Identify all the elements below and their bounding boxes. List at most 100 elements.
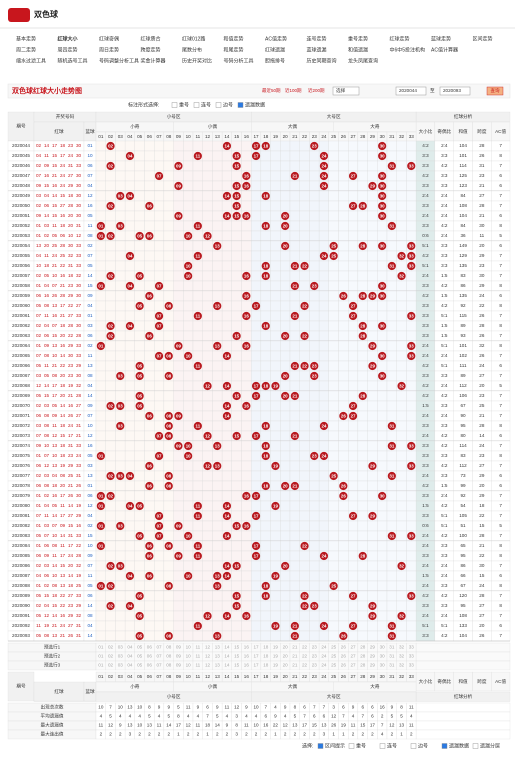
option-label[interactable]: 连号 <box>201 101 211 108</box>
grid-cell <box>377 260 388 272</box>
nav-link[interactable]: 历史开奖对比 <box>182 57 212 64</box>
nav-link[interactable]: 跨度走势 <box>141 46 161 53</box>
nav-link[interactable]: 周日走势 <box>99 46 119 53</box>
nav-link[interactable]: 红球奇偶 <box>99 35 119 42</box>
grid-cell <box>260 630 271 642</box>
option-label[interactable]: 连号 <box>387 742 397 749</box>
nav-link[interactable]: 连号走势 <box>307 35 327 42</box>
nav-link[interactable]: 和尾走势 <box>224 46 244 53</box>
option-label[interactable]: 遗漏数据 <box>449 742 469 749</box>
issue: 2020054 <box>12 243 30 248</box>
grid-cell <box>95 360 106 372</box>
nav-link[interactable]: AC值走势 <box>265 35 287 42</box>
range-link[interactable]: 近100期 <box>285 87 302 94</box>
grid-cell <box>348 440 359 452</box>
nav-link[interactable]: 随机选号工具 <box>58 57 88 64</box>
ball <box>329 241 338 251</box>
nav-link[interactable]: 基本走势 <box>16 35 36 42</box>
analysis-ac: 5 <box>499 523 502 528</box>
ball-label: 18 <box>263 593 268 598</box>
nav-link[interactable]: 号码调整分析工具 <box>99 57 139 64</box>
option-label[interactable]: 遗漏分层 <box>480 742 500 749</box>
nav-link[interactable]: 缩水过滤工具 <box>16 57 46 64</box>
select-box[interactable] <box>332 86 360 96</box>
red-ball-number: 17 <box>52 383 58 388</box>
ball <box>387 221 396 231</box>
grid-cell <box>192 320 203 332</box>
grid-cell <box>183 310 194 322</box>
nav-link[interactable]: 红球走势 <box>390 35 410 42</box>
checkbox[interactable] <box>348 743 355 749</box>
nav-link[interactable]: 红球质合 <box>141 35 161 42</box>
checkbox[interactable] <box>193 102 200 108</box>
nav-link[interactable]: 红球遗漏 <box>265 46 285 53</box>
option-label[interactable]: 区间提示 <box>325 742 345 749</box>
option-label[interactable]: 边号 <box>418 742 428 749</box>
checkbox[interactable] <box>317 743 324 749</box>
grid-cell <box>309 580 320 592</box>
checkbox[interactable] <box>410 743 417 749</box>
from-input[interactable] <box>395 86 427 96</box>
query-button[interactable] <box>486 86 504 96</box>
checkbox[interactable] <box>379 743 386 749</box>
nav-link[interactable]: AC值计算器 <box>431 46 458 53</box>
to-value[interactable]: 2020093 <box>443 88 461 93</box>
from-value[interactable]: 2020044 <box>399 88 417 93</box>
checkbox[interactable] <box>171 102 178 108</box>
grid-cell <box>154 180 165 192</box>
range-link[interactable]: 近200期 <box>308 87 325 94</box>
red-ball-number: 16 <box>60 273 66 278</box>
ball-label: 04 <box>128 573 133 578</box>
nav-link[interactable]: 中6中5投注机构 <box>390 46 426 53</box>
preselect-number: 10 <box>186 663 192 668</box>
option-label[interactable]: 重号 <box>356 742 366 749</box>
nav-link[interactable]: 龙头凤尾查询 <box>348 57 378 64</box>
nav-link[interactable]: 红球大小 <box>58 35 78 42</box>
red-ball-number: 04 <box>52 473 58 478</box>
grid-cell <box>183 340 194 352</box>
grid-cell <box>386 490 397 502</box>
ball <box>251 141 261 151</box>
nav-link[interactable]: 蓝球走势 <box>431 35 451 42</box>
checkbox[interactable] <box>441 743 448 749</box>
ball-label: 12 <box>205 463 210 468</box>
checkbox[interactable] <box>472 743 479 749</box>
preselect-label: 预选行3 <box>44 662 61 669</box>
nav-link[interactable]: 红球012路 <box>182 35 205 42</box>
grid-cell <box>221 620 232 632</box>
select-label[interactable]: 选择 <box>336 87 346 94</box>
nav-link[interactable]: 和值走势 <box>224 35 244 42</box>
issue: 2020067 <box>12 373 30 378</box>
to-input[interactable] <box>439 86 471 96</box>
nav-link[interactable]: 周二走势 <box>16 46 36 53</box>
nav-link[interactable]: 尾数分布 <box>182 46 202 53</box>
nav-link[interactable]: 胆拖排号 <box>265 57 285 64</box>
option-label[interactable]: 边号 <box>223 101 233 108</box>
grid-cell <box>251 560 262 572</box>
nav-link[interactable]: 蓝球遗漏 <box>307 46 327 53</box>
query-label[interactable]: 查询 <box>491 87 500 94</box>
grid-cell <box>309 520 320 532</box>
option-label[interactable]: 重号 <box>179 101 189 108</box>
option-label[interactable]: 遗漏数据 <box>245 101 265 108</box>
grid-cell <box>338 150 349 162</box>
ball-label: 22 <box>302 333 307 338</box>
range-link[interactable]: 最近50期 <box>262 87 281 94</box>
ball-label: 08 <box>166 483 171 488</box>
nav-link[interactable]: 号码分析工具 <box>224 57 254 64</box>
grid-cell <box>163 280 174 292</box>
grid-cell <box>357 420 368 432</box>
nav-link[interactable]: 历史同期查询 <box>307 57 337 64</box>
grid-cell <box>221 440 232 452</box>
ball-label: 29 <box>370 363 375 368</box>
nav-link[interactable]: 区间走势 <box>473 35 493 42</box>
ball <box>290 171 299 181</box>
preselect-number: 32 <box>399 663 405 668</box>
nav-link[interactable]: 周四走势 <box>58 46 78 53</box>
checkbox[interactable] <box>237 102 244 108</box>
nav-link[interactable]: 奖金计算器 <box>141 57 166 64</box>
checkbox[interactable] <box>215 102 222 108</box>
nav-link[interactable]: 重号走势 <box>348 35 368 42</box>
nav-link[interactable]: 和值遗漏 <box>348 46 368 53</box>
grid-cell <box>221 360 232 372</box>
